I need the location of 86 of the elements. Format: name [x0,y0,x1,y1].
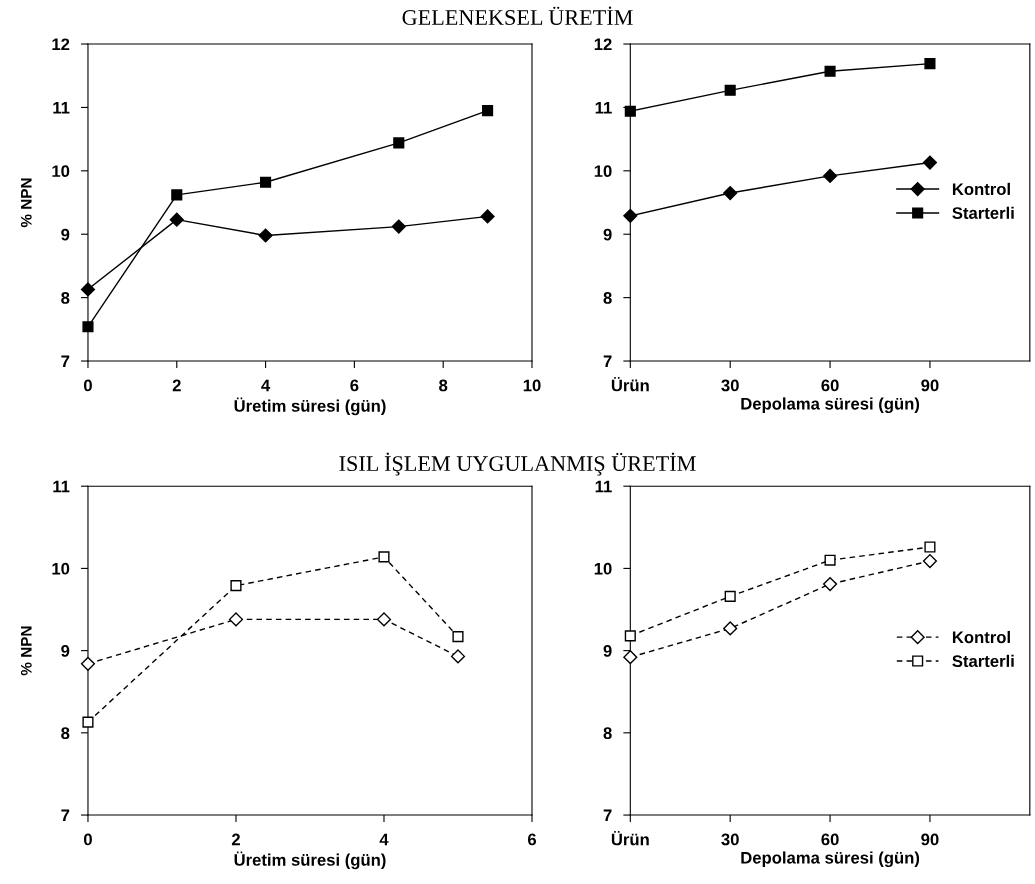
y-tick-label: 11 [595,102,612,114]
point [80,656,96,671]
x-axis-title: Üretim süresi (gün) [234,397,386,416]
point [822,576,838,592]
legend-label: Starterli [952,654,1014,668]
point [169,212,184,227]
point [723,621,738,636]
x-axis-title: Depolama süresi (gün) [741,851,920,868]
point [480,209,495,224]
point [391,219,406,234]
point [922,155,938,170]
point [260,176,272,188]
chart-title: GELENEKSEL ÜRETİM [402,6,633,26]
x-tick-label: 90 [921,833,939,846]
point [393,137,405,149]
point [171,189,183,201]
x-tick-label: Ürün [611,376,649,392]
y-tick-label: 8 [61,727,70,740]
point [822,168,838,183]
y-tick-label: 10 [52,562,70,575]
x-tick-label: 4 [261,379,271,392]
point [82,321,94,333]
point [824,65,836,77]
point [228,612,244,627]
x-axis-title: Depolama süresi (gün) [741,397,920,413]
y-axis-title: % NPN [20,178,32,228]
x-tick-label: 0 [84,379,92,392]
y-tick-label: 11 [595,480,612,493]
point [450,649,466,664]
x-tick-label: 10 [523,379,541,392]
y-tick-label: 12 [594,38,612,51]
y-tick-label: 8 [603,727,612,740]
x-tick-label: 4 [379,833,389,846]
y-tick-label: 9 [603,228,612,241]
point [723,185,738,201]
point [922,553,938,569]
point [924,541,936,553]
point [82,716,94,728]
point [624,630,636,642]
y-tick-label: 9 [61,645,70,657]
y-tick-label: 8 [61,292,70,304]
y-tick-label: 11 [53,480,70,493]
x-tick-label: 2 [231,833,240,846]
point [623,650,638,665]
point [378,551,390,563]
chart-title: ISIL İŞLEM UYGULANMIŞ ÜRETİM [339,452,696,476]
point [230,580,242,592]
point [624,105,636,117]
legend-label: Starterli [952,206,1014,219]
point [376,612,392,627]
point [724,84,736,96]
x-tick-label: 90 [921,379,939,392]
y-tick-label: 9 [61,228,70,241]
y-tick-label: 11 [53,102,70,114]
x-tick-label: 30 [721,833,739,846]
point [824,554,836,566]
point [482,105,494,117]
y-tick-label: 9 [603,645,612,657]
y-tick-label: 10 [594,562,612,575]
x-tick-label: 6 [527,833,537,846]
y-tick-label: 7 [61,809,70,822]
y-tick-label: 10 [52,165,70,178]
y-axis-title: % NPN [20,626,32,676]
x-tick-label: 30 [721,379,739,392]
y-tick-label: 7 [603,355,612,368]
y-tick-label: 7 [603,809,612,822]
x-tick-label: 60 [821,379,839,392]
point [623,208,638,223]
x-tick-label: 8 [439,379,448,392]
x-tick-label: 6 [350,379,359,392]
point [80,282,96,297]
legend-label: Kontrol [952,630,1010,644]
point [452,631,464,643]
x-axis-title: Üretim süresi (gün) [234,851,386,870]
y-tick-label: 12 [52,38,70,51]
y-tick-label: 10 [594,165,612,178]
y-tick-label: 8 [603,292,612,304]
legend-label: Kontrol [952,182,1010,196]
x-tick-label: 60 [821,833,839,846]
point [924,58,936,70]
y-tick-label: 7 [61,355,70,368]
x-tick-label: 2 [172,379,181,392]
point [724,590,736,602]
point [258,228,273,243]
x-tick-label: Ürün [611,830,649,846]
x-tick-label: 0 [84,833,92,846]
